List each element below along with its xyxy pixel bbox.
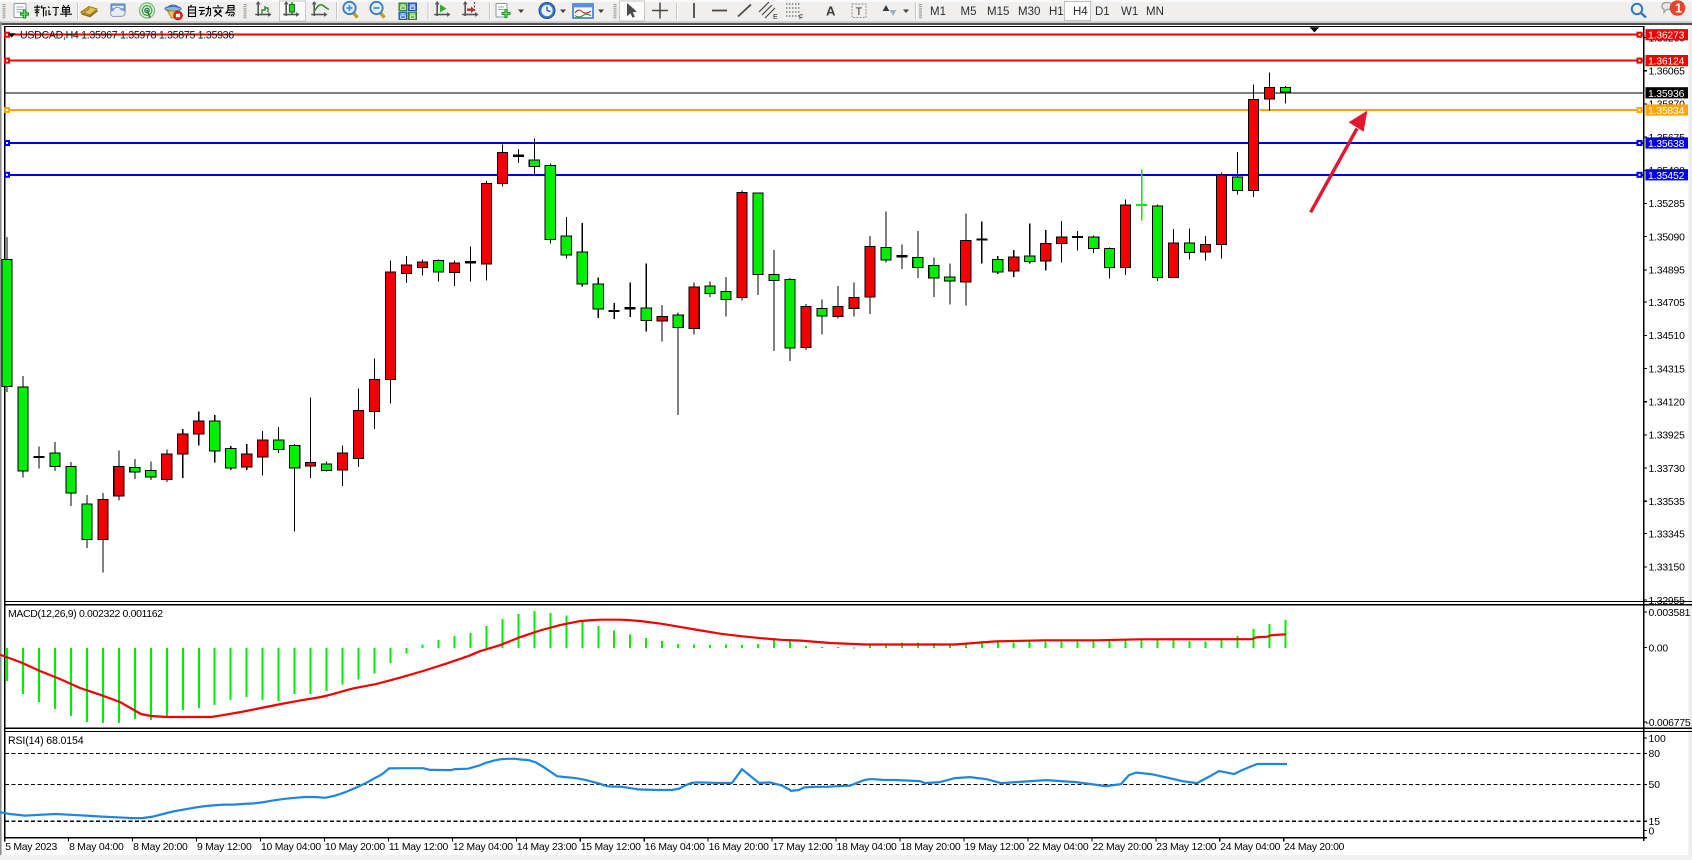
svg-text:50: 50 (1649, 780, 1661, 791)
svg-text:19 May 12:00: 19 May 12:00 (964, 842, 1024, 853)
svg-text:10 May 04:00: 10 May 04:00 (261, 842, 321, 853)
svg-text:5 May 2023: 5 May 2023 (5, 842, 57, 853)
svg-text:15: 15 (1649, 817, 1661, 828)
svg-text:22 May 04:00: 22 May 04:00 (1028, 842, 1088, 853)
svg-text:0: 0 (1649, 826, 1655, 837)
svg-text:M1: M1 (930, 6, 946, 18)
svg-text:1.35285: 1.35285 (1649, 199, 1686, 210)
svg-text:1.34705: 1.34705 (1649, 298, 1686, 309)
svg-text:0.003581: 0.003581 (1649, 608, 1691, 619)
svg-text:M15: M15 (987, 6, 1009, 18)
svg-text:11 May 12:00: 11 May 12:00 (389, 842, 449, 853)
svg-text:F: F (799, 15, 803, 22)
svg-text:9 May 12:00: 9 May 12:00 (197, 842, 252, 853)
svg-text:D1: D1 (1095, 6, 1110, 18)
svg-text:1.33925: 1.33925 (1649, 431, 1686, 442)
svg-text:H4: H4 (1073, 6, 1088, 18)
svg-text:80: 80 (1649, 749, 1661, 760)
svg-text:10 May 20:00: 10 May 20:00 (325, 842, 385, 853)
svg-text:23 May 12:00: 23 May 12:00 (1156, 842, 1216, 853)
svg-text:1.34510: 1.34510 (1649, 331, 1686, 342)
svg-text:MACD(12,26,9) 0.002322 0.00116: MACD(12,26,9) 0.002322 0.001162 (8, 608, 163, 620)
svg-text:1.35452: 1.35452 (1648, 171, 1685, 182)
svg-text:22 May 20:00: 22 May 20:00 (1092, 842, 1152, 853)
svg-text:8 May 20:00: 8 May 20:00 (133, 842, 188, 853)
svg-text:0.00: 0.00 (1649, 643, 1669, 654)
svg-text:1.32955: 1.32955 (1649, 596, 1686, 607)
svg-text:1.33535: 1.33535 (1649, 497, 1686, 508)
svg-text:T: T (856, 6, 863, 18)
svg-text:18 May 04:00: 18 May 04:00 (837, 842, 897, 853)
svg-text:14 May 23:00: 14 May 23:00 (517, 842, 577, 853)
svg-text:17 May 12:00: 17 May 12:00 (773, 842, 833, 853)
svg-text:18 May 20:00: 18 May 20:00 (901, 842, 961, 853)
svg-text:E: E (773, 14, 778, 21)
svg-text:16 May 04:00: 16 May 04:00 (645, 842, 705, 853)
svg-text:1.34315: 1.34315 (1649, 364, 1686, 375)
svg-text:1.35936: 1.35936 (1648, 89, 1685, 100)
svg-text:1.35638: 1.35638 (1648, 139, 1685, 150)
svg-text:1.33730: 1.33730 (1649, 464, 1686, 475)
svg-text:1.36124: 1.36124 (1648, 57, 1685, 68)
svg-text:1.36273: 1.36273 (1648, 31, 1685, 42)
svg-text:1.35834: 1.35834 (1648, 106, 1685, 117)
svg-text:16 May 20:00: 16 May 20:00 (709, 842, 769, 853)
svg-text:M5: M5 (961, 6, 977, 18)
svg-text:H1: H1 (1049, 6, 1064, 18)
svg-text:12 May 04:00: 12 May 04:00 (453, 842, 513, 853)
svg-text:MN: MN (1146, 6, 1164, 18)
svg-text:100: 100 (1649, 734, 1667, 745)
svg-text:1.35090: 1.35090 (1649, 232, 1686, 243)
svg-text:15 May 12:00: 15 May 12:00 (581, 842, 641, 853)
svg-text:A: A (826, 4, 836, 19)
svg-text:-0.006775: -0.006775 (1646, 718, 1691, 729)
svg-text:RSI(14) 68.0154: RSI(14) 68.0154 (8, 735, 84, 747)
svg-text:24 May 20:00: 24 May 20:00 (1284, 842, 1344, 853)
svg-text:W1: W1 (1121, 6, 1138, 18)
svg-text:1: 1 (1675, 2, 1682, 16)
svg-text:1.33345: 1.33345 (1649, 529, 1686, 540)
svg-text:USDCAD,H4 1.35967 1.35978 1.3: USDCAD,H4 1.35967 1.35978 1.35875 1.3593… (20, 30, 234, 42)
svg-text:1.34120: 1.34120 (1649, 398, 1686, 409)
svg-text:8 May 04:00: 8 May 04:00 (69, 842, 124, 853)
svg-text:1.34895: 1.34895 (1649, 266, 1686, 277)
svg-text:1.33150: 1.33150 (1649, 563, 1686, 574)
svg-text:M30: M30 (1018, 6, 1040, 18)
svg-text:1.36065: 1.36065 (1649, 67, 1686, 78)
svg-text:24 May 04:00: 24 May 04:00 (1220, 842, 1280, 853)
